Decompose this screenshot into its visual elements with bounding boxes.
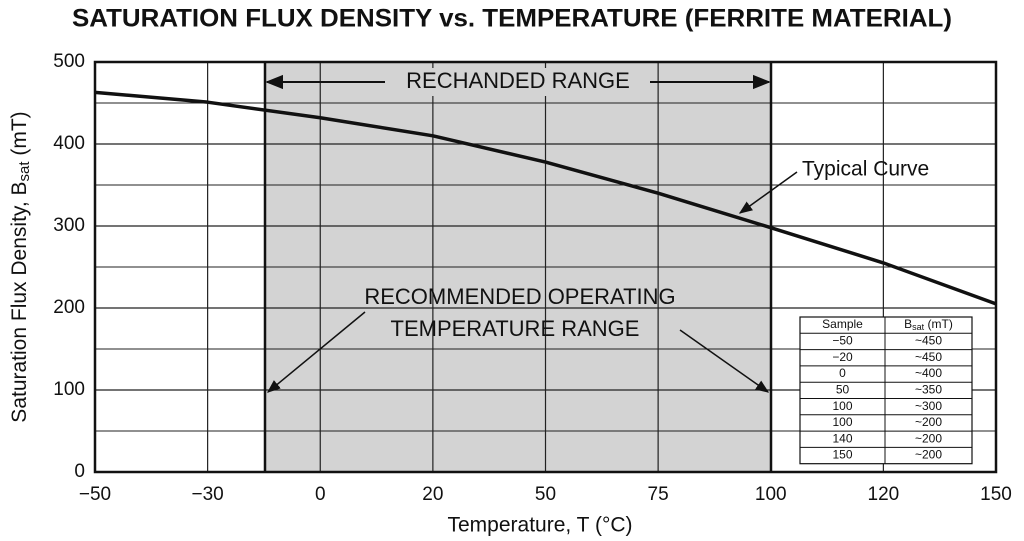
table-cell: ~400	[915, 366, 942, 380]
x-tick-label: 20	[422, 484, 443, 505]
x-axis-label: Temperature, T (°C)	[447, 514, 632, 537]
annotation: TEMPERATURE RANGE	[391, 316, 640, 341]
table-frame	[799, 316, 973, 465]
x-tick-label: −50	[79, 484, 111, 505]
table-cell: ~450	[915, 334, 942, 348]
table-cell: 150	[832, 448, 852, 462]
x-tick-label: 100	[755, 484, 787, 505]
table-cell: ~350	[915, 383, 942, 397]
x-tick-label: 150	[980, 484, 1012, 505]
plot-frame	[93, 60, 998, 474]
pointer-arrow	[679, 329, 770, 393]
table-cell: 140	[832, 431, 852, 445]
table-cell: ~200	[915, 415, 942, 429]
table-cell: 100	[832, 399, 852, 413]
table-cell: −20	[832, 350, 853, 364]
y-axis-label: Saturation Flux Density, Bsat (mT)	[8, 111, 33, 422]
table-header-part: sat	[912, 323, 925, 333]
y-tick-label: 100	[53, 379, 85, 400]
table-header-part: (mT)	[924, 317, 953, 331]
data-layer	[94, 90, 997, 306]
curve-label: Typical Curve	[802, 158, 929, 181]
x-tick-label: 50	[535, 484, 556, 505]
y-tick-label: 500	[53, 51, 85, 72]
table-cell: ~200	[915, 431, 942, 445]
table-cell: 100	[832, 415, 852, 429]
curve	[94, 90, 997, 306]
y-tick-label: 400	[53, 133, 85, 154]
pointer-arrow	[738, 171, 798, 214]
x-tick-label: −30	[192, 484, 224, 505]
table-cell: 0	[839, 366, 846, 380]
y-axis-label-unit: (mT)	[8, 111, 31, 161]
y-axis-label-sub: sat	[16, 161, 33, 182]
annotation: RECHANDED RANGE	[406, 68, 630, 93]
x-tick-label: 120	[868, 484, 900, 505]
table-cell: −50	[832, 334, 853, 348]
annotation-bg	[385, 68, 650, 96]
table-header-part: Sample	[822, 317, 863, 331]
y-tick-label: 300	[53, 215, 85, 236]
table-cell: ~300	[915, 399, 942, 413]
y-tick-label: 200	[53, 297, 85, 318]
table-cell: ~200	[915, 448, 942, 462]
table-header: Bsat (mT)	[904, 317, 953, 332]
chart-title: SATURATION FLUX DENSITY vs. TEMPERATURE …	[72, 5, 952, 33]
pointer-arrow	[266, 311, 366, 393]
table-cell: ~450	[915, 350, 942, 364]
x-tick-label: 0	[315, 484, 326, 505]
table-header-part: B	[904, 317, 912, 331]
x-tick-label: 75	[648, 484, 669, 505]
table-header: Sample	[822, 317, 863, 331]
y-axis-label-main: Saturation Flux Density, B	[8, 181, 31, 422]
y-tick-label: 0	[74, 461, 85, 482]
table-cell: 50	[836, 383, 850, 397]
annotation: RECOMMENDED OPERATING	[364, 284, 675, 309]
